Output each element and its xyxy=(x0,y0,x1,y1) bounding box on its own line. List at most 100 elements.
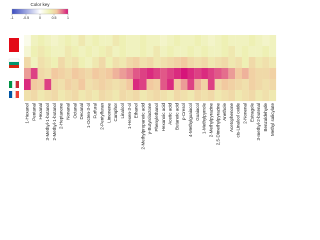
heatmap-cell xyxy=(119,35,127,47)
x-tick-label: 4-Methylguaiacol xyxy=(188,103,193,137)
heatmap-cell xyxy=(194,90,202,102)
heatmap-cell xyxy=(132,46,140,58)
x-tick-label: Linalool xyxy=(120,103,125,119)
heatmap-cell xyxy=(153,46,161,58)
heatmap-cell xyxy=(173,68,181,80)
heatmap-cell xyxy=(255,46,263,58)
heatmap-cell xyxy=(51,79,59,91)
heatmap-cell xyxy=(132,90,140,102)
heatmap-cell xyxy=(58,79,65,91)
heatmap-cell xyxy=(58,68,65,80)
heatmap-cell xyxy=(255,68,263,80)
heatmap-cell xyxy=(139,79,147,91)
heatmap-cell xyxy=(241,57,249,69)
heatmap-cell xyxy=(173,79,181,91)
x-tick-label: γ-Butyrolactone xyxy=(147,103,152,135)
heatmap-cell xyxy=(207,46,215,58)
x-tick-label: 1-Octen-3-ol xyxy=(86,103,91,128)
heatmap-cell xyxy=(92,79,100,91)
flag-icon xyxy=(15,91,19,98)
heatmap-cell xyxy=(214,57,222,69)
heatmap-cell xyxy=(241,90,249,102)
heatmap-cell xyxy=(269,90,277,102)
x-tick-label: 1-Hexanol xyxy=(25,103,30,124)
heatmap-cell xyxy=(132,68,140,80)
heatmap-cell xyxy=(160,68,168,80)
heatmap-cell xyxy=(51,35,59,47)
heatmap-cell xyxy=(160,57,168,69)
heatmap-cell xyxy=(167,46,174,58)
heatmap-cell xyxy=(71,68,79,80)
heatmap-cell xyxy=(269,35,277,47)
heatmap-cell xyxy=(105,35,113,47)
heatmap-cell xyxy=(207,68,215,80)
heatmap-cell xyxy=(92,90,100,102)
heatmap-cell xyxy=(262,68,270,80)
heatmap-cell xyxy=(71,79,79,91)
heatmap-cell xyxy=(105,57,113,69)
heatmap-cell xyxy=(187,90,195,102)
heatmap-cell xyxy=(235,79,243,91)
heatmap-cell xyxy=(98,68,106,80)
flag-icon xyxy=(9,91,13,98)
heatmap-cell xyxy=(37,90,45,102)
heatmap-cell xyxy=(201,68,208,80)
heatmap-cell xyxy=(30,57,38,69)
flag-icon xyxy=(9,81,13,88)
heatmap-cell xyxy=(139,35,147,47)
heatmap-cell xyxy=(92,35,100,47)
heatmap-cell xyxy=(119,46,127,58)
heatmap-cell xyxy=(235,35,243,47)
heatmap-cell xyxy=(248,35,256,47)
heatmap-cell xyxy=(187,68,195,80)
heatmap-cell xyxy=(269,68,277,80)
heatmap-cell xyxy=(235,46,243,58)
heatmap-cell xyxy=(78,57,86,69)
heatmap-cell xyxy=(112,90,120,102)
flag-icon xyxy=(9,62,19,65)
heatmap-cell xyxy=(85,35,93,47)
heatmap-cell xyxy=(30,46,38,58)
heatmap-cell xyxy=(248,90,256,102)
heatmap-cell xyxy=(105,68,113,80)
heatmap-cell xyxy=(180,35,188,47)
heatmap-cell xyxy=(139,57,147,69)
heatmap-cell xyxy=(78,90,86,102)
heatmap-cell xyxy=(214,35,222,47)
heatmap-cell xyxy=(126,79,134,91)
heatmap-cell xyxy=(64,57,72,69)
heatmap-cell xyxy=(153,35,161,47)
heatmap-cell xyxy=(119,90,127,102)
x-tick-label: 2-Pentylfuran xyxy=(100,103,105,130)
x-tick-label: 3-Methyl-1-butanol xyxy=(45,103,50,141)
heatmap-cell xyxy=(248,46,256,58)
heatmap-cell xyxy=(78,46,86,58)
heatmap-cell xyxy=(85,90,93,102)
flag-icon xyxy=(9,65,19,68)
x-tick-label: Decanal xyxy=(79,103,84,120)
heatmap-cell xyxy=(112,57,120,69)
heatmap-cell xyxy=(119,79,127,91)
colorbar-tick-label: -1 xyxy=(10,16,13,20)
heatmap-cell xyxy=(235,68,243,80)
heatmap-cell xyxy=(153,68,161,80)
x-tick-label: Estragole xyxy=(249,103,254,123)
heatmap-cell xyxy=(58,90,65,102)
heatmap-cell xyxy=(37,57,45,69)
heatmap-cell xyxy=(228,57,236,69)
heatmap-cell xyxy=(98,79,106,91)
heatmap-cell xyxy=(167,68,174,80)
heatmap-cell xyxy=(235,57,243,69)
heatmap-cell xyxy=(228,35,236,47)
heatmap-cell xyxy=(262,35,270,47)
heatmap-cell xyxy=(119,57,127,69)
heatmap-cell xyxy=(160,79,168,91)
heatmap-cell xyxy=(146,90,154,102)
flag-icon xyxy=(12,90,16,99)
heatmap-cell xyxy=(24,79,31,91)
heatmap-cell xyxy=(207,90,215,102)
x-tick-label: Ethanol xyxy=(134,103,139,118)
flag-icon xyxy=(15,81,19,88)
heatmap-cell xyxy=(255,35,263,47)
heatmap-cell xyxy=(44,68,52,80)
